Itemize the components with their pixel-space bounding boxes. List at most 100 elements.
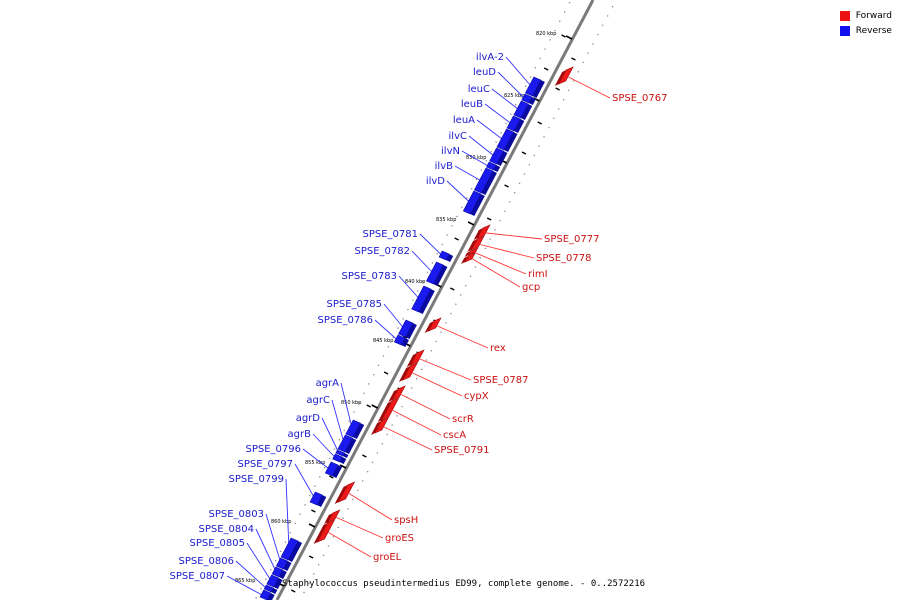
gene-label-groES: groES [385,533,414,544]
leader-line [468,135,497,158]
gene-SPSE_0767-face [554,70,567,86]
gene-scrR-face [388,389,399,402]
minor-tick [308,555,314,559]
gene-agrC-face [344,438,357,454]
minor-tick [311,509,316,513]
leader-line [265,513,282,566]
gene-rex-face [424,321,434,333]
gene-spsH-face [334,485,348,504]
minor-tick [537,121,543,125]
gene-rimI [468,247,479,256]
gene-SPSE_0777-face [473,228,483,240]
gene-label-leuA: leuA [453,115,475,126]
gene-groES [327,509,341,523]
major-tick [565,35,573,40]
gene-ilvB [473,167,494,194]
genome-caption: Staphylococcus pseudintermedius ED99, co… [282,579,646,589]
gene-label-cypX: cypX [464,391,489,402]
major-tick [339,464,347,469]
gene-SPSE_0787-face [406,353,418,367]
gene-label-SPSE_0807: SPSE_0807 [170,571,226,582]
leader-line [505,56,533,89]
gene-label-SPSE_0799: SPSE_0799 [229,474,285,485]
minor-tick [543,67,549,71]
leader-line [401,394,451,420]
gene-SPSE_0799-face [288,541,303,562]
minor-tick [504,184,509,188]
minor-tick [486,217,492,221]
gene-agrA-face [352,423,365,439]
leader-line [475,252,527,275]
gene-agrD-face [342,453,349,458]
gene-leuA [496,128,514,151]
leader-line [480,244,535,259]
gene-label-leuB: leuB [461,99,483,110]
leader-line [486,232,543,240]
leader-line [235,560,269,591]
gene-label-rimI: rimI [528,269,548,280]
leader-line [328,532,372,558]
gene-SPSE_0791-face [370,421,382,435]
gene-leuD-face [528,97,536,105]
gene-label-spsH: spsH [394,515,418,526]
tick-label: 860 kbp [271,519,291,525]
major-tick [467,221,475,226]
leader-line [336,517,384,539]
leader-line [302,448,332,471]
gene-label-SPSE_0777: SPSE_0777 [544,234,600,245]
gene-label-ilvC: ilvC [449,131,467,142]
leader-line [497,71,527,101]
gene-label-gcp: gcp [522,282,540,293]
minor-tick [571,57,576,61]
legend-label-forward: Forward [855,10,892,21]
leader-line [446,180,472,205]
gene-label-SPSE_0783: SPSE_0783 [342,271,398,282]
gene-label-SPSE_0767: SPSE_0767 [612,93,668,104]
legend-label-reverse: Reverse [855,25,892,36]
gene-ilvB-face [481,171,497,195]
minor-tick [328,475,334,479]
leader-line [412,372,463,397]
label-leaders [226,56,611,597]
gene-SPSE_0767 [558,66,574,85]
gene-agrB-face [339,457,347,464]
tick-label: 840 kbp [405,279,425,285]
leader-line [383,426,433,451]
gene-groEL-face [313,523,328,544]
gene-labels: ilvA-2 leuD leuC leuB leuA ilvC ilvN ilvB ilvD SP… [170,52,668,582]
leader-line [383,303,406,331]
gene-arrows [259,66,574,602]
tick-label: 855 kbp [305,460,325,466]
legend-item-forward: Forward [839,8,892,23]
gene-label-SPSE_0782: SPSE_0782 [355,246,411,257]
gene-leuC-face [520,104,533,120]
leader-line [255,528,278,574]
leader-line [491,88,521,112]
leader-line [476,119,506,142]
gene-groES-face [324,513,333,524]
leader-line [411,250,435,275]
minor-tick [383,371,389,375]
gene-label-SPSE_0803: SPSE_0803 [209,509,265,520]
leader-line [568,76,611,99]
gene-label-SPSE_0806: SPSE_0806 [179,556,235,567]
legend: Forward Reverse [839,8,892,38]
gene-SPSE_0796-face [332,465,343,478]
tick-label: 845 kbp [373,338,393,344]
gene-label-ilvA-2: ilvA-2 [476,52,504,63]
minor-tick [366,404,371,408]
minor-tick [290,589,296,593]
gene-SPSE_0785-face [405,323,417,339]
leader-line [331,399,346,446]
gene-rimI-face [464,251,471,257]
gene-label-scrR: scrR [452,414,474,425]
gene-SPSE_0785 [398,319,414,338]
gene-SPSE_0803-face [283,561,292,571]
gene-SPSE_0777 [476,224,491,239]
gene-SPSE_0783 [411,285,432,313]
gene-gcp-face [461,256,469,264]
leader-line [472,258,521,288]
legend-item-reverse: Reverse [839,23,892,38]
